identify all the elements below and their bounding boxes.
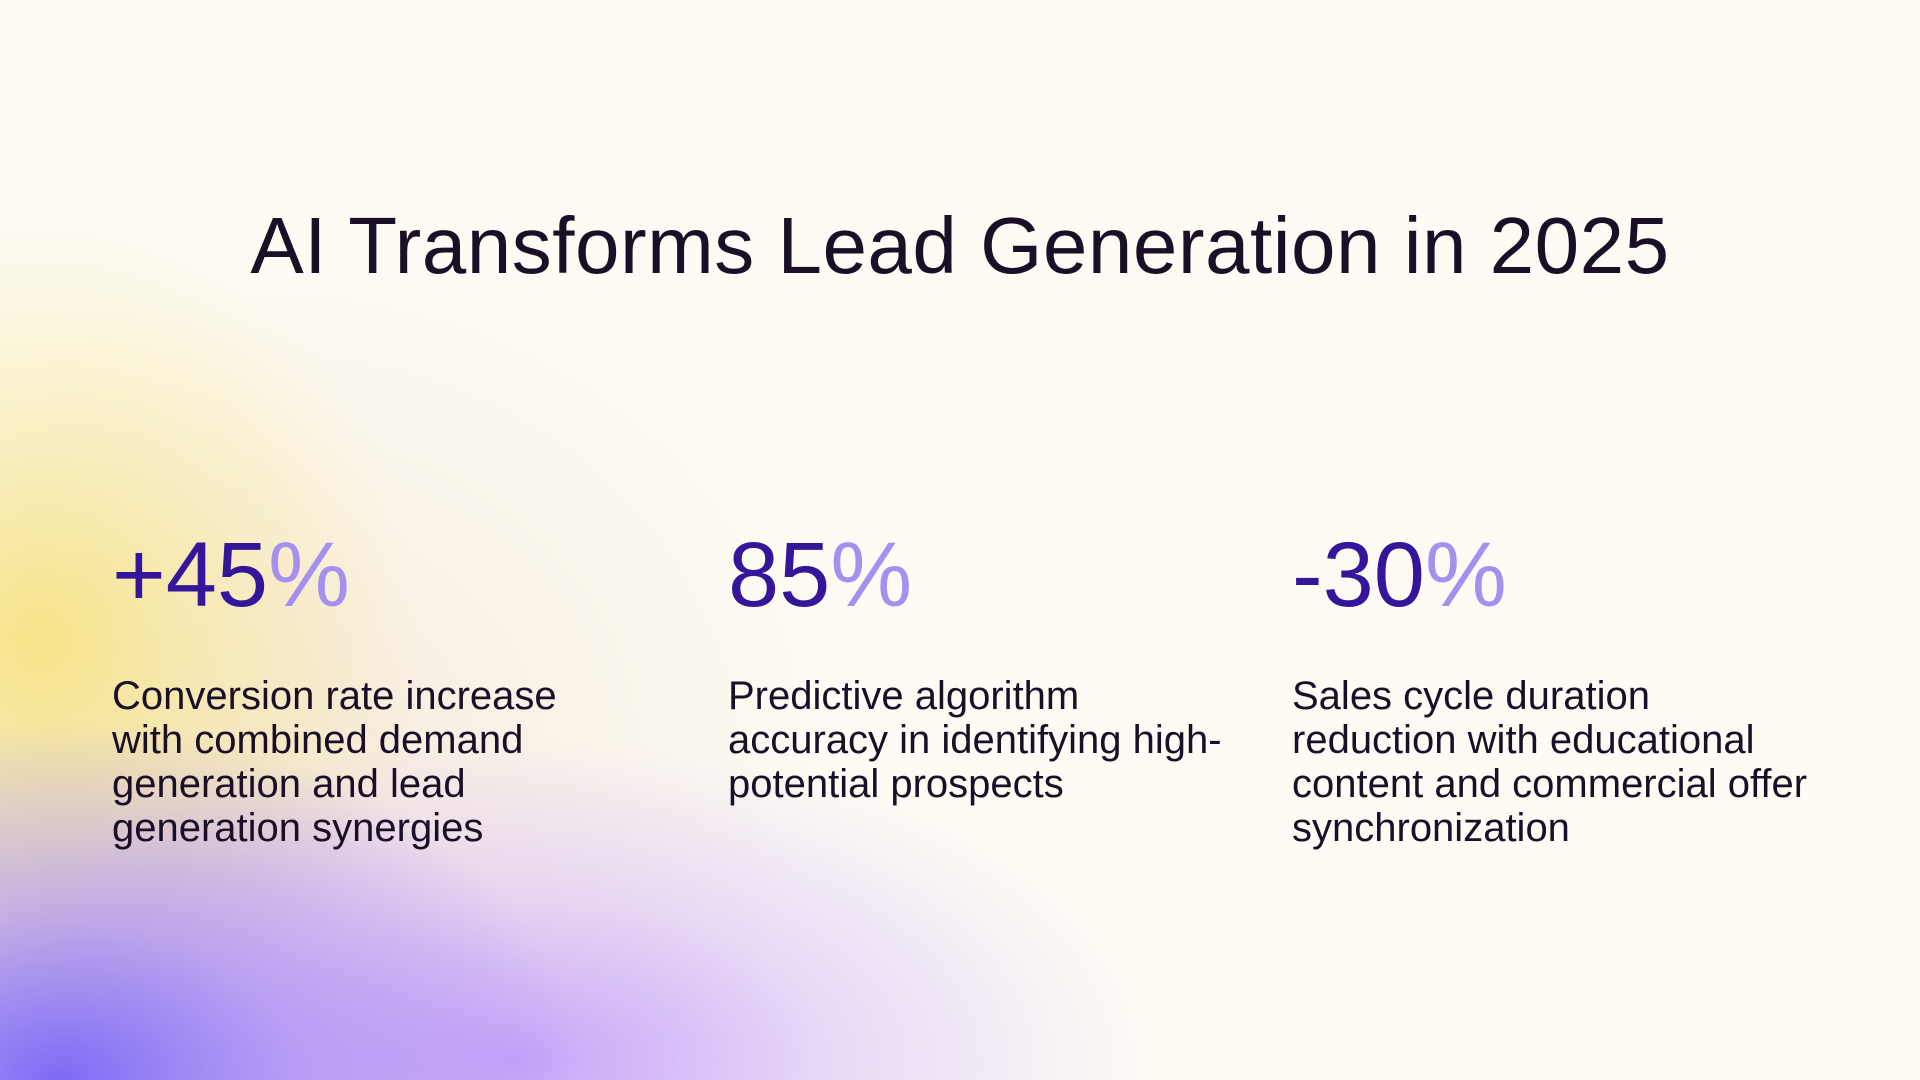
page-title: AI Transforms Lead Generation in 2025 [250, 201, 1670, 290]
stat-description: Conversion rate increase with combined d… [112, 674, 557, 850]
stat-card-conversion: +45% Conversion rate increase with combi… [112, 522, 632, 850]
stat-value: -30% [1292, 522, 1812, 628]
stat-number: +45 [112, 524, 269, 626]
stat-unit: % [268, 524, 350, 626]
stat-description: Sales cycle duration reduction with educ… [1292, 674, 1808, 850]
stat-value: 85% [728, 522, 1228, 628]
stat-unit: % [830, 524, 913, 626]
stat-card-sales-cycle: -30% Sales cycle duration reduction with… [1292, 522, 1812, 850]
stat-description: Predictive algorithm accuracy in identif… [728, 674, 1222, 806]
stat-number: 85 [728, 524, 831, 626]
stat-value: +45% [112, 522, 632, 628]
stat-card-accuracy: 85% Predictive algorithm accuracy in ide… [728, 522, 1228, 806]
stat-unit: % [1424, 524, 1507, 626]
stat-number: -30 [1292, 524, 1425, 626]
